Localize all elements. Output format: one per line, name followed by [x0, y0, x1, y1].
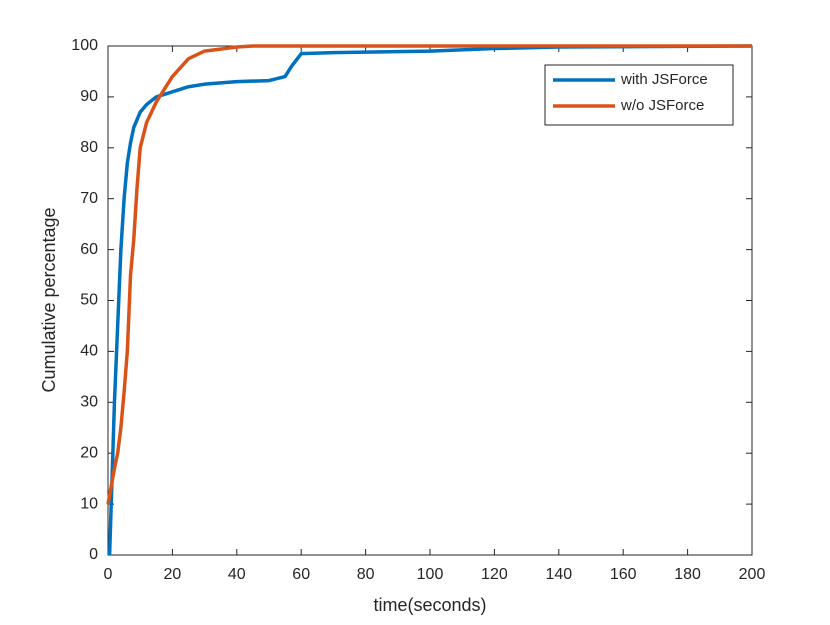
- y-tick-label: 20: [80, 444, 98, 461]
- x-tick-label: 100: [417, 566, 444, 583]
- y-tick-label: 0: [89, 546, 98, 563]
- data-line: [107, 44, 753, 556]
- x-tick-label: 60: [292, 566, 310, 583]
- legend-box: [544, 64, 734, 126]
- y-tick-label: 100: [71, 37, 98, 54]
- y-tick-label: 70: [80, 190, 98, 207]
- x-tick-label: 200: [739, 566, 766, 583]
- x-tick-label: 20: [164, 566, 182, 583]
- legend-label: with JSForce: [620, 71, 708, 88]
- data-line: [106, 44, 752, 505]
- y-tick-label: 90: [80, 88, 98, 105]
- y-tick-label: 80: [80, 139, 98, 156]
- legend-label: w/o JSForce: [620, 97, 704, 114]
- x-tick-label: 0: [104, 566, 113, 583]
- x-tick-label: 80: [357, 566, 375, 583]
- x-axis-label: time(seconds): [373, 595, 486, 615]
- x-tick-label: 120: [481, 566, 508, 583]
- y-tick-label: 60: [80, 241, 98, 258]
- x-tick-label: 180: [674, 566, 701, 583]
- y-axis-label: Cumulative percentage: [39, 207, 59, 392]
- x-tick-label: 160: [610, 566, 637, 583]
- y-tick-label: 30: [80, 394, 98, 411]
- y-tick-label: 50: [80, 292, 98, 309]
- x-tick-label: 140: [545, 566, 572, 583]
- plot-area: [107, 45, 753, 556]
- y-tick-label: 10: [80, 495, 98, 512]
- y-tick-label: 40: [80, 343, 98, 360]
- x-tick-label: 40: [228, 566, 246, 583]
